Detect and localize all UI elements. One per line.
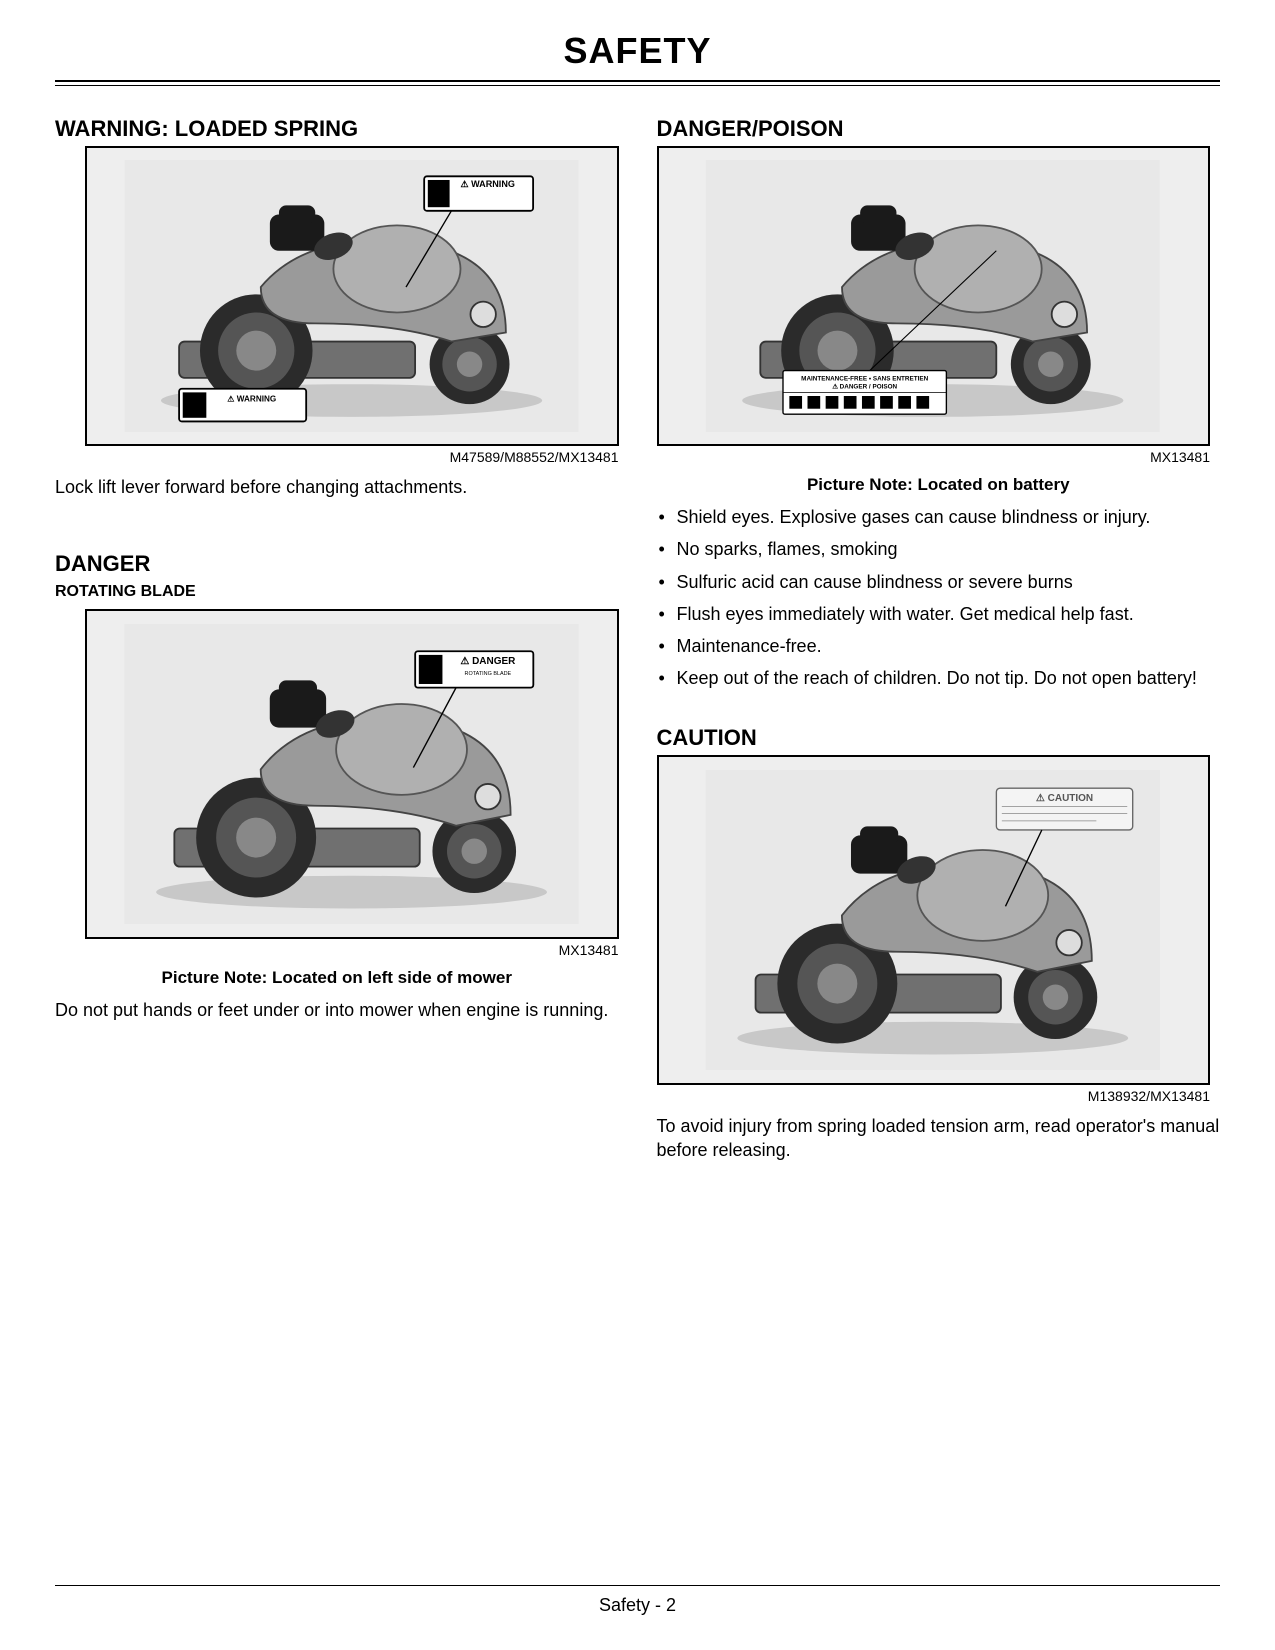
figure-caption-3: MX13481 <box>657 449 1211 465</box>
figure-caption-4: M138932/MX13481 <box>657 1088 1211 1104</box>
svg-text:⚠ WARNING: ⚠ WARNING <box>227 394 276 403</box>
heading-danger-poison: DANGER/POISON <box>657 116 1221 142</box>
list-item: Flush eyes immediately with water. Get m… <box>657 602 1221 626</box>
list-item: Maintenance-free. <box>657 634 1221 658</box>
svg-text:⚠ CAUTION: ⚠ CAUTION <box>1036 793 1093 804</box>
list-item: Keep out of the reach of children. Do no… <box>657 666 1221 690</box>
left-column: WARNING: LOADED SPRING <box>55 104 619 1176</box>
figure-caption-1: M47589/M88552/MX13481 <box>85 449 619 465</box>
tractor-illustration-icon: MAINTENANCE-FREE • SANS ENTRETIEN ⚠ DANG… <box>680 160 1186 432</box>
heading-caution: CAUTION <box>657 725 1221 751</box>
tractor-illustration-icon: ⚠ WARNING ⚠ WARNING <box>108 160 595 432</box>
heading-warning-loaded-spring: WARNING: LOADED SPRING <box>55 116 619 142</box>
svg-text:MAINTENANCE-FREE • SANS ENTRET: MAINTENANCE-FREE • SANS ENTRETIEN <box>802 375 929 382</box>
page-title: SAFETY <box>55 30 1220 72</box>
body-text-rotating-blade: Do not put hands or feet under or into m… <box>55 998 619 1022</box>
picture-note-rotating-blade: Picture Note: Located on left side of mo… <box>55 968 619 988</box>
svg-text:ROTATING BLADE: ROTATING BLADE <box>465 671 512 677</box>
subheading-rotating-blade: ROTATING BLADE <box>55 583 619 601</box>
heading-danger: DANGER <box>55 551 619 577</box>
svg-text:⚠ DANGER: ⚠ DANGER <box>461 656 516 667</box>
figure-danger-poison: MAINTENANCE-FREE • SANS ENTRETIEN ⚠ DANG… <box>657 146 1211 446</box>
figure-caution: ⚠ CAUTION <box>657 755 1211 1085</box>
page-footer: Safety - 2 <box>0 1595 1275 1616</box>
figure-rotating-blade: ⚠ DANGER ROTATING BLADE <box>85 609 619 939</box>
list-item: No sparks, flames, smoking <box>657 537 1221 561</box>
picture-note-battery: Picture Note: Located on battery <box>657 475 1221 495</box>
footer-rule <box>55 1585 1220 1586</box>
svg-text:⚠ DANGER / POISON: ⚠ DANGER / POISON <box>833 384 898 391</box>
body-text-loaded-spring: Lock lift lever forward before changing … <box>55 475 619 499</box>
svg-text:⚠ WARNING: ⚠ WARNING <box>461 179 515 189</box>
title-rule <box>55 80 1220 86</box>
tractor-illustration-icon: ⚠ CAUTION <box>680 770 1186 1070</box>
content-columns: WARNING: LOADED SPRING <box>55 104 1220 1176</box>
tractor-illustration-icon: ⚠ DANGER ROTATING BLADE <box>108 624 595 924</box>
list-item: Shield eyes. Explosive gases can cause b… <box>657 505 1221 529</box>
figure-caption-2: MX13481 <box>85 942 619 958</box>
right-column: DANGER/POISON <box>657 104 1221 1176</box>
danger-poison-bullet-list: Shield eyes. Explosive gases can cause b… <box>657 505 1221 691</box>
list-item: Sulfuric acid can cause blindness or sev… <box>657 570 1221 594</box>
figure-loaded-spring: ⚠ WARNING ⚠ WARNING <box>85 146 619 446</box>
body-text-caution: To avoid injury from spring loaded tensi… <box>657 1114 1221 1163</box>
